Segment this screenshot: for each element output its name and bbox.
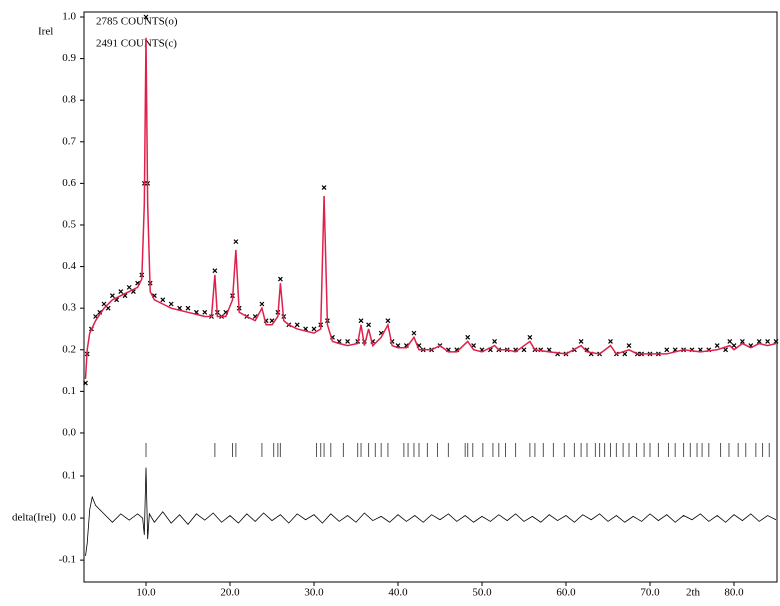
observed-point: [727, 339, 733, 344]
series-line: [84, 37, 777, 379]
observed-point: [311, 326, 317, 332]
y-tick-label: 0.0: [62, 512, 76, 524]
x-tick-label: 20.0: [220, 587, 240, 599]
y-tick-label: 0.1: [62, 385, 76, 397]
x-tick-label: 80.0: [724, 587, 744, 599]
observed-point: [385, 318, 391, 324]
observed-point: [101, 301, 107, 307]
observed-point: [126, 284, 132, 290]
y-axis-label: Irel: [38, 26, 53, 38]
observed-point: [83, 380, 88, 386]
y-tick-label: 0.5: [62, 219, 76, 231]
observed-point: [233, 239, 239, 245]
observed-point: [105, 305, 111, 311]
x-tick-label: 40.0: [388, 587, 408, 599]
observed-point: [756, 339, 762, 344]
observed-point: [118, 289, 124, 294]
y-axis-label: delta(Irel): [12, 512, 56, 524]
x-tick-label: 70.0: [640, 587, 660, 599]
y-tick-label: 0.0: [62, 426, 76, 438]
x-axis-label: 2th: [686, 587, 701, 599]
y-tick-label: 0.3: [62, 302, 76, 314]
observed-point: [168, 301, 174, 307]
y-tick-label: 0.1: [62, 470, 76, 482]
observed-point: [527, 334, 533, 340]
observed-point: [622, 351, 628, 357]
observed-point: [259, 301, 265, 307]
x-tick-label: 30.0: [304, 587, 324, 599]
observed-point: [185, 305, 191, 311]
observed-point: [714, 343, 720, 349]
observed-point: [578, 339, 584, 344]
observed-point: [773, 339, 779, 344]
observed-point: [294, 322, 300, 328]
observed-point: [739, 339, 745, 344]
y-tick-label: 1.0: [62, 11, 76, 23]
observed-point: [731, 343, 737, 349]
observed-point: [109, 293, 115, 299]
observed-point: [358, 318, 364, 324]
observed-point: [212, 268, 218, 274]
observed-point: [277, 276, 283, 282]
observed-point: [321, 185, 327, 190]
annotation: 2785 COUNTS(o): [96, 16, 178, 28]
x-tick-label: 50.0: [472, 587, 492, 599]
x-tick-label: 60.0: [556, 587, 576, 599]
annotation: 2491 COUNTS(c): [96, 38, 177, 50]
observed-point: [411, 330, 417, 336]
y-tick-label: 0.6: [62, 177, 76, 189]
observed-point: [521, 347, 527, 353]
x-tick-label: 10.0: [136, 587, 156, 599]
y-tick-label: 0.7: [62, 135, 76, 147]
observed-point: [202, 309, 208, 315]
observed-point: [492, 339, 498, 344]
observed-point: [465, 334, 471, 340]
y-tick-label: 0.2: [62, 343, 76, 355]
plot-frame: [83, 11, 778, 583]
y-tick-label: 0.4: [62, 260, 76, 272]
observed-point: [345, 339, 351, 344]
observed-point: [160, 297, 166, 303]
observed-point: [626, 343, 632, 349]
observed-point: [143, 14, 149, 20]
observed-point: [366, 322, 372, 328]
y-tick-label: -0.1: [59, 554, 76, 566]
observed-point: [723, 347, 729, 353]
y-tick-label: 0.8: [62, 94, 76, 106]
observed-point: [765, 339, 771, 344]
observed-point: [608, 339, 613, 344]
y-tick-label: 0.9: [62, 52, 76, 64]
series-line: [85, 467, 777, 556]
observed-point: [664, 347, 670, 353]
